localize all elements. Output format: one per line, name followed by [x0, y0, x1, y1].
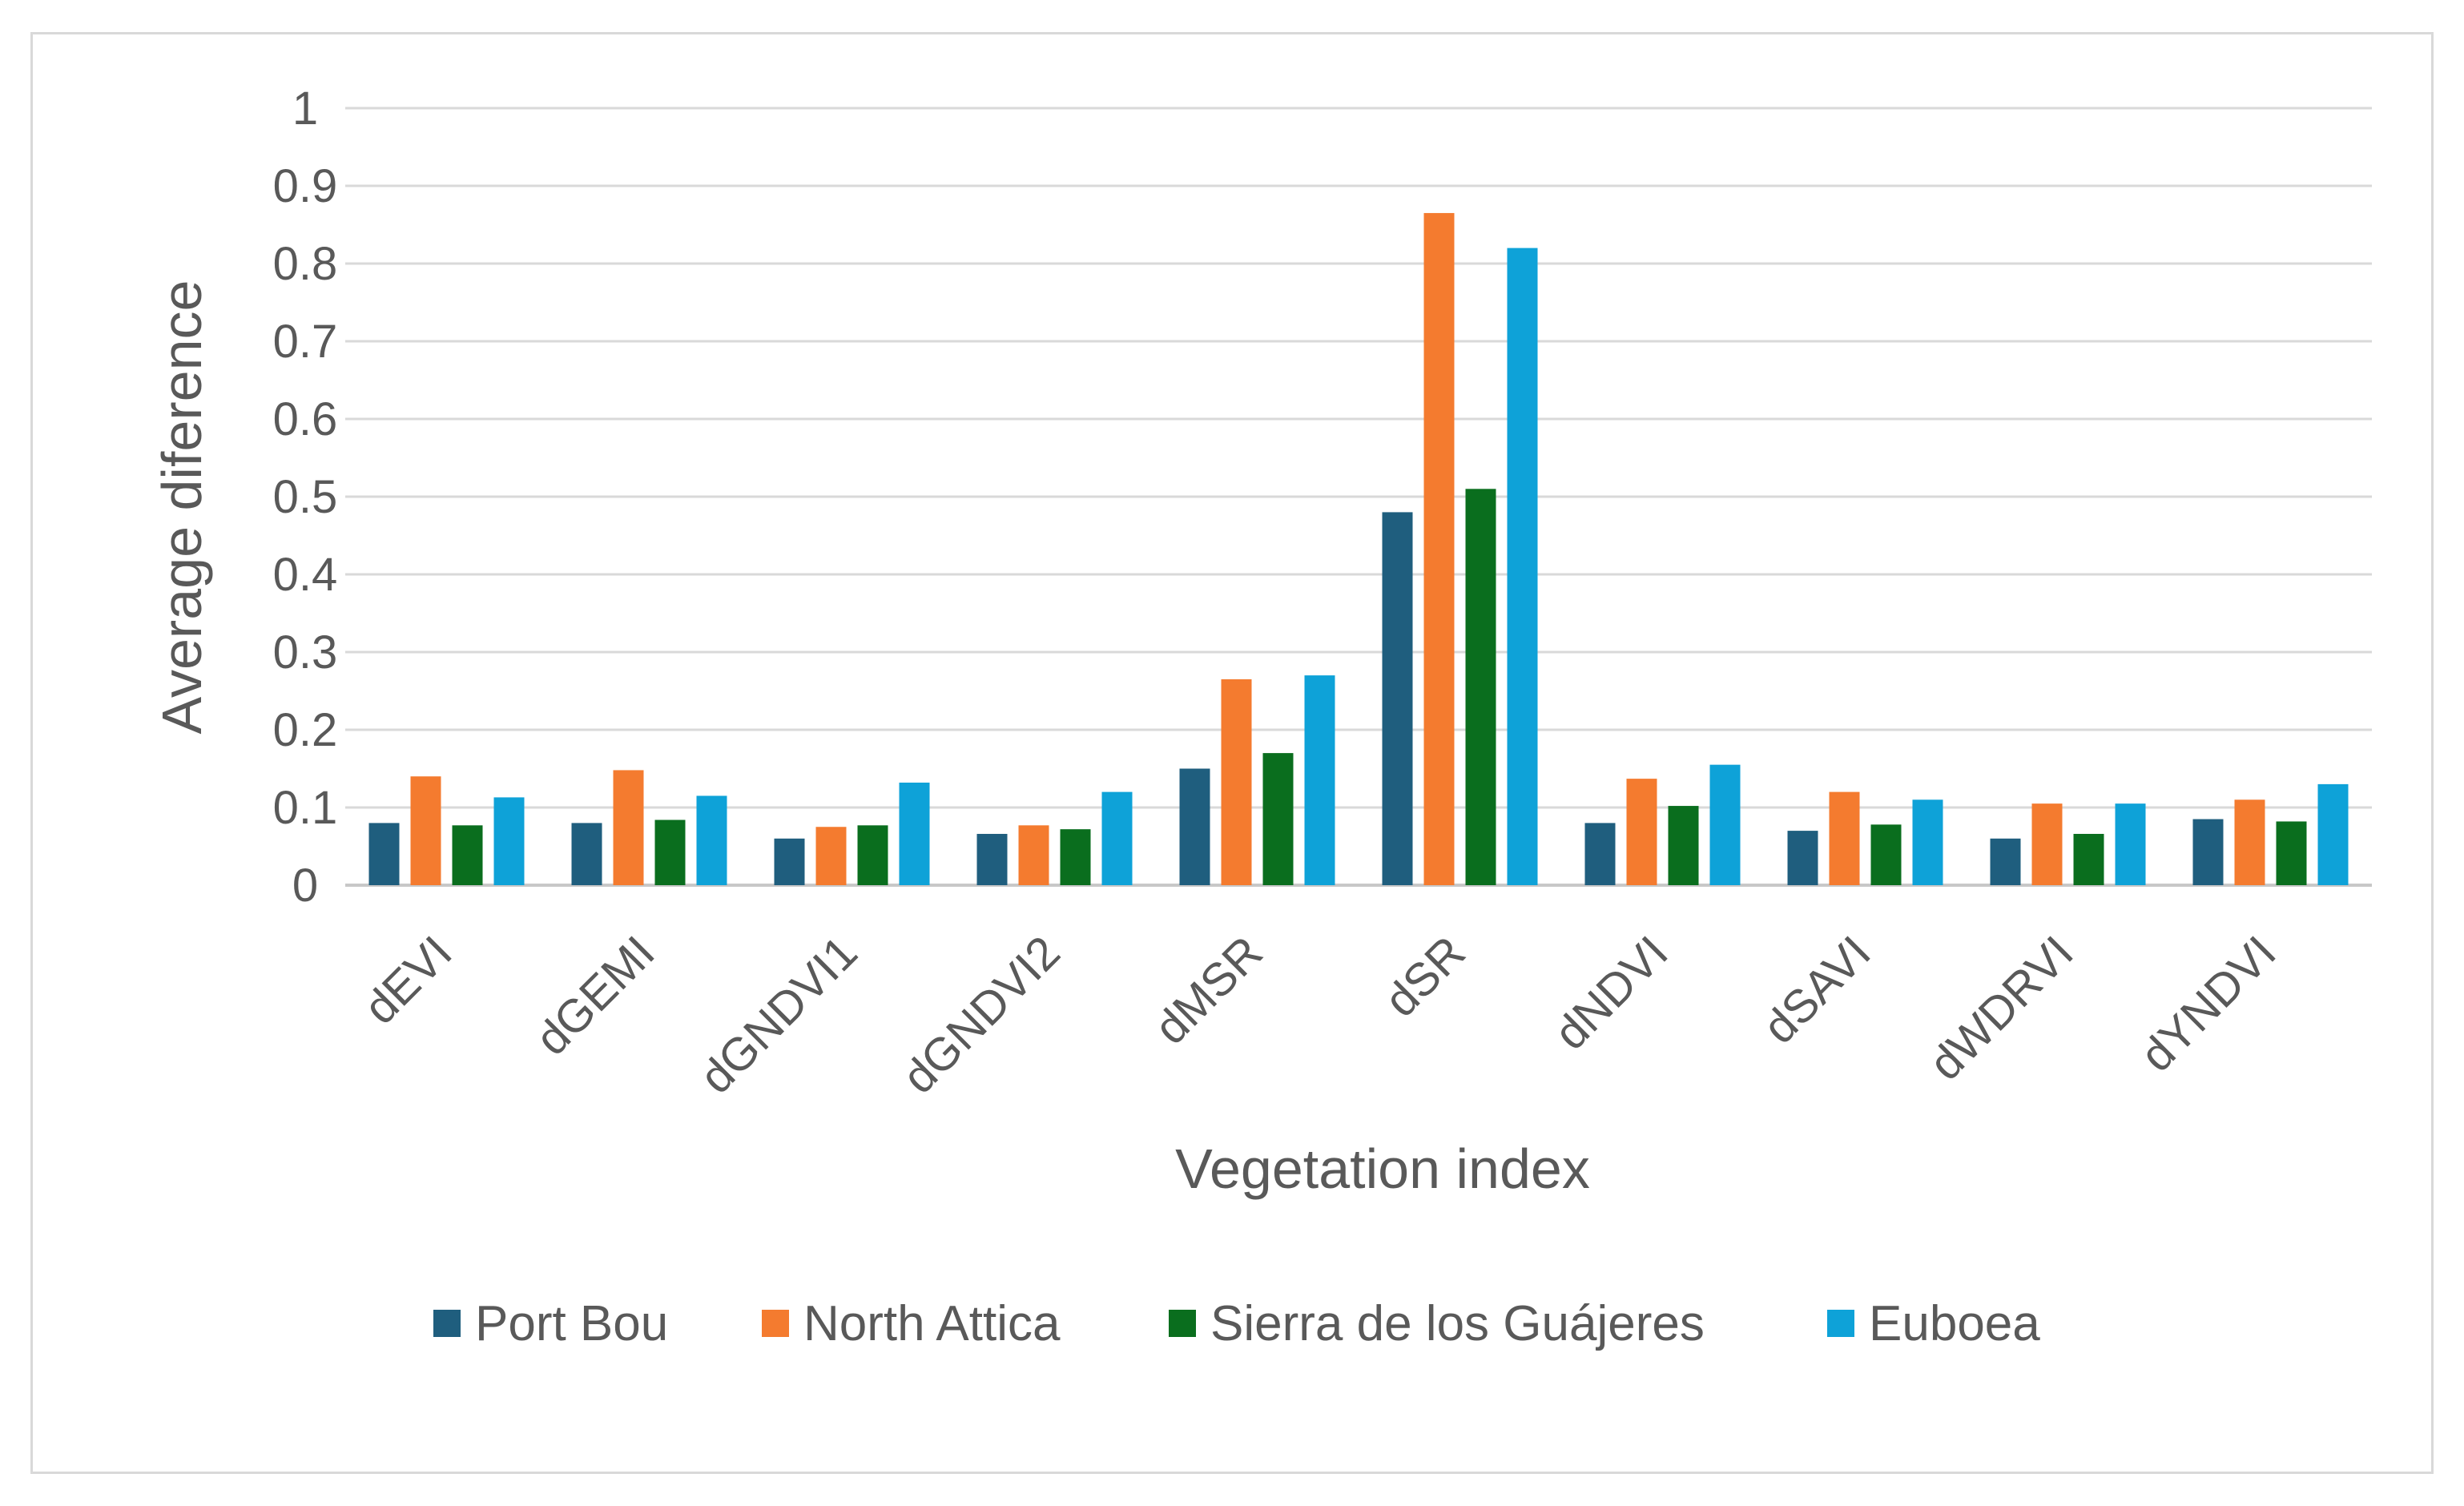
bar-port-bou-dndvi	[1584, 823, 1616, 885]
bar-port-bou-dgemi	[571, 823, 602, 885]
y-tick-label: 0.9	[273, 160, 338, 212]
y-tick-label: 1	[292, 83, 318, 135]
bar-north-attica-dsr	[1423, 212, 1455, 885]
y-tick-label: 0.2	[273, 704, 338, 756]
bar-north-attica-dndvi	[1626, 779, 1657, 885]
x-tick-label: dYNDVI	[2131, 926, 2286, 1081]
bar-north-attica-dwdrvi	[2031, 803, 2063, 885]
bar-euboea-dgndvi2	[1101, 791, 1133, 885]
y-tick-label: 0.7	[273, 316, 338, 368]
x-tick-label: dSR	[1375, 926, 1476, 1027]
bar-port-bou-devi	[368, 823, 400, 885]
legend-swatch	[1169, 1310, 1196, 1337]
bar-chart: 00.10.20.30.40.50.60.70.80.91 dEVI dGEMI d…	[151, 83, 2372, 1351]
bar-euboea-dmsr	[1304, 675, 1335, 885]
bar-euboea-dsr	[1507, 248, 1538, 886]
bar-sierra-de-los-gu-jeres-dgndvi1	[857, 825, 888, 885]
bar-euboea-devi	[493, 797, 525, 885]
y-tick-label: 0.5	[273, 471, 338, 523]
x-tick-label: dMSR	[1145, 926, 1273, 1054]
bar-port-bou-dsavi	[1787, 831, 1818, 885]
y-tick-label: 0.8	[273, 238, 338, 290]
legend-label: North Attica	[803, 1296, 1061, 1351]
bar-port-bou-dgndvi1	[774, 838, 805, 885]
legend-label: Port Bou	[475, 1296, 668, 1351]
x-axis-ticks: dEVI dGEMI dGNDVI1 dGNDVI2 dMSR dSR dNDVI dSAVI…	[354, 926, 2286, 1103]
bars	[368, 212, 2349, 886]
bar-north-attica-dgndvi1	[815, 827, 847, 885]
bar-euboea-dgndvi1	[899, 782, 930, 885]
bar-euboea-dsavi	[1912, 799, 1943, 885]
bar-euboea-dyndvi	[2317, 783, 2349, 885]
y-tick-label: 0.4	[273, 549, 338, 601]
bar-north-attica-dgndvi2	[1018, 825, 1049, 885]
x-tick-label: dEVI	[354, 926, 462, 1034]
legend-swatch	[433, 1310, 461, 1337]
bar-sierra-de-los-gu-jeres-dmsr	[1262, 753, 1294, 885]
bar-north-attica-dsavi	[1829, 791, 1860, 885]
y-axis-title: Average diference	[151, 280, 213, 735]
bar-sierra-de-los-gu-jeres-dsr	[1465, 489, 1496, 885]
bar-port-bou-dwdrvi	[1990, 838, 2021, 885]
bar-north-attica-dgemi	[613, 770, 644, 885]
bar-port-bou-dmsr	[1179, 768, 1210, 885]
bar-sierra-de-los-gu-jeres-dgemi	[654, 819, 686, 885]
x-tick-label: dSAVI	[1753, 926, 1881, 1053]
x-axis-title: Vegetation index	[1175, 1138, 1590, 1200]
y-tick-label: 0.1	[273, 782, 338, 834]
legend: Port Bou North Attica Sierra de los Guájer…	[433, 1296, 2040, 1351]
y-tick-label: 0	[292, 860, 318, 912]
bar-euboea-dwdrvi	[2115, 803, 2146, 885]
y-axis-ticks: 0 0.1 0.2 0.3 0.4 0.5 0.6 0.7 0.8 0.9 1	[273, 83, 338, 912]
bar-sierra-de-los-gu-jeres-dwdrvi	[2073, 833, 2104, 885]
x-tick-label: dGEMI	[525, 926, 665, 1065]
x-tick-label: dGNDVI2	[892, 926, 1069, 1103]
y-tick-label: 0.6	[273, 393, 338, 445]
legend-label: Sierra de los Guájeres	[1210, 1296, 1705, 1351]
x-tick-label: dWDRVI	[1919, 926, 2084, 1090]
bar-euboea-dndvi	[1709, 764, 1741, 885]
x-tick-label: dGNDVI1	[690, 926, 867, 1103]
bar-port-bou-dyndvi	[2192, 819, 2224, 885]
bar-sierra-de-los-gu-jeres-dndvi	[1668, 806, 1699, 885]
bar-north-attica-dmsr	[1221, 679, 1252, 885]
legend-label: Euboea	[1869, 1296, 2040, 1351]
bar-sierra-de-los-gu-jeres-dsavi	[1870, 824, 1902, 885]
bar-sierra-de-los-gu-jeres-dgndvi2	[1060, 829, 1091, 885]
gridlines	[345, 107, 2372, 887]
legend-swatch	[762, 1310, 789, 1337]
bar-sierra-de-los-gu-jeres-devi	[452, 825, 483, 885]
bar-north-attica-dyndvi	[2234, 799, 2265, 885]
y-tick-label: 0.3	[273, 626, 338, 679]
bar-port-bou-dsr	[1382, 512, 1413, 885]
bar-north-attica-devi	[410, 776, 441, 885]
x-tick-label: dNDVI	[1544, 926, 1678, 1060]
chart-frame: 0 0.1 0.2 0.3 0.4 0.5 0.6 0.7 0.8 0.9 1 dEVI dGEMI d…	[30, 32, 2434, 1474]
bar-port-bou-dgndvi2	[976, 833, 1008, 885]
bar-euboea-dgemi	[696, 795, 727, 885]
legend-swatch	[1827, 1310, 1854, 1337]
bar-sierra-de-los-gu-jeres-dyndvi	[2276, 821, 2307, 885]
